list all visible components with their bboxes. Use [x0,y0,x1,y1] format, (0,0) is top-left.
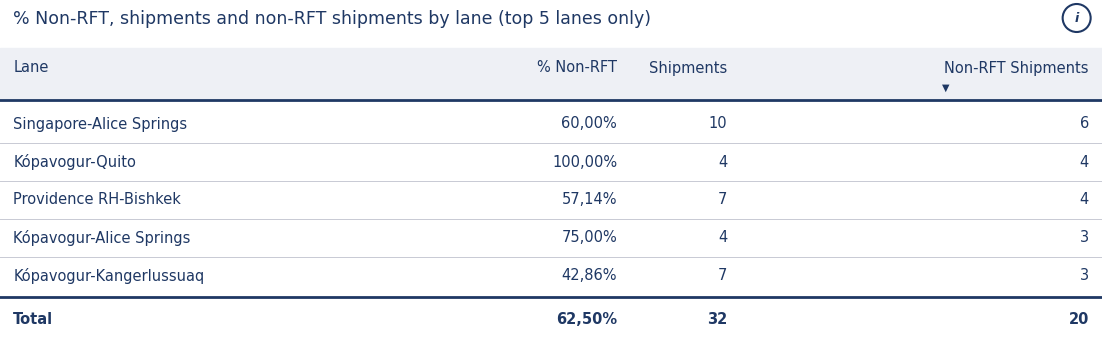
Text: 6: 6 [1080,117,1089,131]
Text: Singapore-Alice Springs: Singapore-Alice Springs [13,117,187,131]
Text: 57,14%: 57,14% [562,193,617,207]
Text: 3: 3 [1080,269,1089,283]
Text: 4: 4 [719,155,727,169]
Text: 4: 4 [1080,155,1089,169]
Text: 7: 7 [717,269,727,283]
Text: Providence RH-Bishkek: Providence RH-Bishkek [13,193,181,207]
Text: % Non-RFT: % Non-RFT [537,60,617,76]
Bar [0,48,1102,100]
Text: Kópavogur-Quito: Kópavogur-Quito [13,154,137,170]
Text: 62,50%: 62,50% [557,311,617,327]
Text: Shipments: Shipments [649,60,727,76]
Text: 7: 7 [717,193,727,207]
Text: 42,86%: 42,86% [562,269,617,283]
Text: 3: 3 [1080,231,1089,245]
Text: Total: Total [13,311,53,327]
Text: 20: 20 [1069,311,1089,327]
Text: % Non-RFT, shipments and non-RFT shipments by lane (top 5 lanes only): % Non-RFT, shipments and non-RFT shipmen… [13,10,651,28]
Text: 4: 4 [1080,193,1089,207]
Text: Non-RFT Shipments: Non-RFT Shipments [944,60,1089,76]
Text: 100,00%: 100,00% [552,155,617,169]
Text: 75,00%: 75,00% [561,231,617,245]
Text: Lane: Lane [13,60,48,76]
Text: Kópavogur-Kangerlussuaq: Kópavogur-Kangerlussuaq [13,268,205,284]
Text: 60,00%: 60,00% [561,117,617,131]
Text: ▼: ▼ [942,83,949,93]
Text: Kópavogur-Alice Springs: Kópavogur-Alice Springs [13,230,191,246]
Text: 32: 32 [707,311,727,327]
Text: 4: 4 [719,231,727,245]
Text: i: i [1074,12,1079,25]
Text: 10: 10 [709,117,727,131]
